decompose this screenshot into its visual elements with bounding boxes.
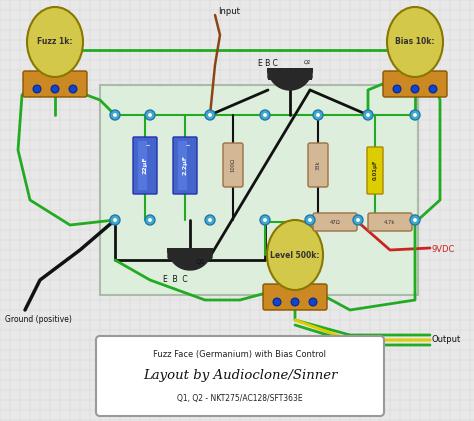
Circle shape (205, 215, 215, 225)
Circle shape (69, 85, 77, 93)
Circle shape (205, 110, 215, 120)
Circle shape (148, 113, 152, 117)
Text: –: – (146, 141, 150, 150)
FancyBboxPatch shape (100, 85, 418, 295)
FancyBboxPatch shape (313, 213, 357, 231)
FancyBboxPatch shape (23, 71, 87, 97)
Circle shape (113, 113, 117, 117)
Circle shape (316, 113, 320, 117)
FancyBboxPatch shape (308, 143, 328, 187)
FancyBboxPatch shape (367, 147, 383, 194)
Circle shape (356, 218, 360, 222)
Circle shape (208, 113, 212, 117)
Text: 9VDC: 9VDC (432, 245, 456, 255)
Circle shape (145, 215, 155, 225)
Circle shape (110, 215, 120, 225)
Text: Input: Input (218, 8, 240, 16)
Circle shape (363, 110, 373, 120)
Circle shape (410, 110, 420, 120)
Text: 4.7k: 4.7k (384, 219, 396, 224)
Circle shape (110, 110, 120, 120)
Circle shape (411, 85, 419, 93)
Circle shape (313, 110, 323, 120)
FancyBboxPatch shape (223, 143, 243, 187)
Circle shape (308, 218, 312, 222)
Text: Q1, Q2 - NKT275/AC128/SFT363E: Q1, Q2 - NKT275/AC128/SFT363E (177, 394, 303, 402)
Text: Bias 10k:: Bias 10k: (395, 37, 435, 46)
FancyBboxPatch shape (263, 284, 327, 310)
Circle shape (263, 218, 267, 222)
Text: 2.2μF: 2.2μF (182, 155, 188, 175)
FancyBboxPatch shape (173, 137, 197, 194)
FancyBboxPatch shape (133, 137, 157, 194)
Circle shape (51, 85, 59, 93)
Text: E B C: E B C (258, 59, 278, 67)
Circle shape (309, 298, 317, 306)
Circle shape (273, 298, 281, 306)
Circle shape (393, 85, 401, 93)
Text: Layout by Audioclone/Sinner: Layout by Audioclone/Sinner (143, 370, 337, 383)
Ellipse shape (27, 7, 83, 77)
Text: –: – (186, 141, 190, 150)
FancyBboxPatch shape (368, 213, 412, 231)
Circle shape (413, 113, 417, 117)
Text: $_{Q2}$: $_{Q2}$ (303, 59, 311, 67)
Circle shape (33, 85, 41, 93)
FancyBboxPatch shape (383, 71, 447, 97)
Polygon shape (168, 248, 212, 270)
Circle shape (260, 215, 270, 225)
Bar (268, 68, 312, 80)
Circle shape (353, 215, 363, 225)
Circle shape (208, 218, 212, 222)
Circle shape (305, 215, 315, 225)
Text: 100Ω: 100Ω (230, 158, 236, 172)
Text: 47Ω: 47Ω (329, 219, 340, 224)
Circle shape (113, 218, 117, 222)
Bar (138, 141, 147, 190)
Ellipse shape (387, 7, 443, 77)
Text: Level 500k:: Level 500k: (270, 250, 320, 259)
Bar (178, 141, 187, 190)
Circle shape (260, 110, 270, 120)
Ellipse shape (267, 220, 323, 290)
Circle shape (410, 215, 420, 225)
Text: Q1: Q1 (196, 259, 206, 265)
Text: Fuzz 1k:: Fuzz 1k: (37, 37, 73, 46)
Text: Ground (positive): Ground (positive) (5, 315, 72, 325)
Text: 33k: 33k (316, 160, 320, 170)
Circle shape (429, 85, 437, 93)
Circle shape (413, 218, 417, 222)
Text: 22μF: 22μF (143, 156, 147, 174)
Text: E  B  C: E B C (163, 275, 188, 285)
Polygon shape (268, 68, 312, 90)
FancyBboxPatch shape (96, 336, 384, 416)
Bar (168, 248, 212, 260)
Text: 0.01μF: 0.01μF (373, 160, 377, 180)
Text: Fuzz Face (Germanium) with Bias Control: Fuzz Face (Germanium) with Bias Control (154, 351, 327, 360)
Circle shape (145, 110, 155, 120)
Circle shape (366, 113, 370, 117)
Circle shape (263, 113, 267, 117)
Circle shape (148, 218, 152, 222)
Text: Output: Output (432, 336, 461, 344)
Circle shape (291, 298, 299, 306)
